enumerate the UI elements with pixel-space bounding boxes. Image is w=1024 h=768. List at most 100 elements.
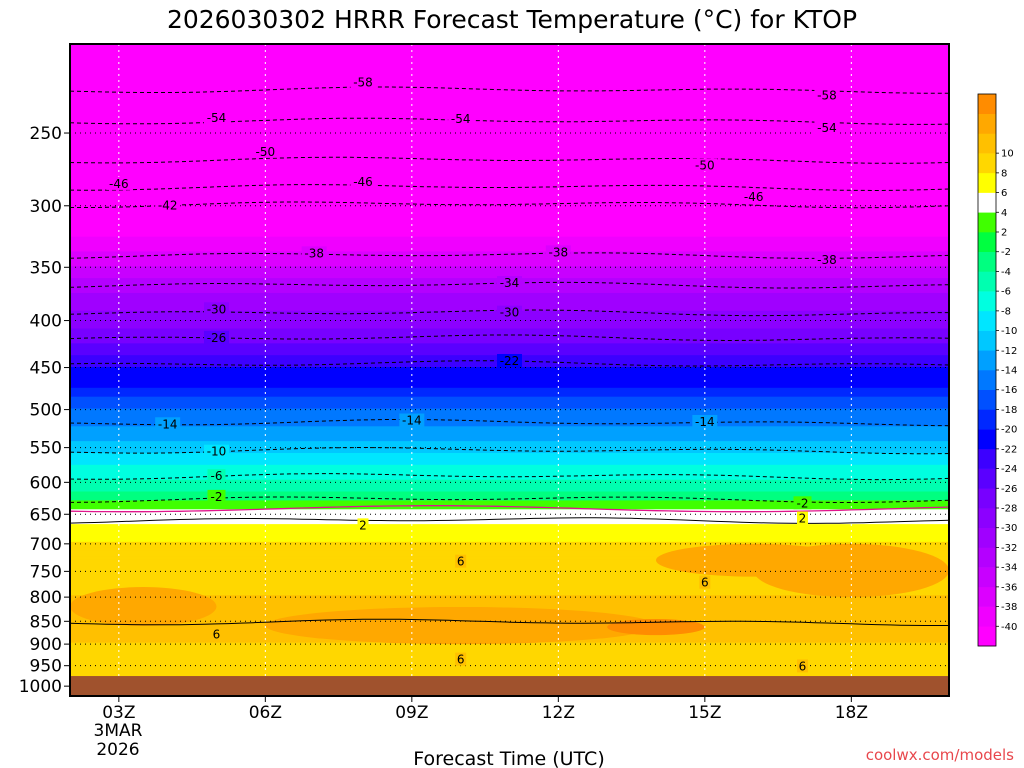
temperature-band — [70, 479, 949, 484]
temperature-band — [70, 375, 949, 380]
contour-label-bg — [692, 158, 718, 172]
contour-label: 6 — [457, 555, 465, 569]
temperature-band — [70, 52, 949, 57]
temperature-band — [70, 233, 949, 238]
temperature-band — [70, 589, 949, 593]
colorbar-label: -6 — [1001, 287, 1011, 298]
temperature-band — [70, 295, 949, 300]
temperature-band — [70, 168, 949, 173]
contour-label: 6 — [213, 627, 221, 641]
contour-label-bg — [350, 75, 376, 89]
temperature-band — [70, 346, 949, 350]
temperature-band — [70, 452, 949, 457]
contour-label: -46 — [109, 177, 129, 191]
warm-pocket — [656, 543, 852, 577]
contour-label: 6 — [799, 659, 807, 673]
colorbar-swatch — [978, 370, 996, 391]
contour-label: 6 — [701, 576, 709, 590]
x-date-label-year: 2026 — [96, 740, 139, 760]
temperature-band — [70, 405, 949, 410]
temperature-band — [70, 556, 949, 561]
temperature-band — [70, 186, 949, 190]
y-tick-label: 400 — [30, 312, 62, 332]
temperature-band — [70, 672, 949, 676]
contour-labels: -58 -58 -54 -54 -54 -50 -50 -46 -46 -46 -42 -38 -38 -… — [106, 75, 840, 673]
temperature-band — [70, 488, 949, 493]
contour-label: -38 — [549, 245, 569, 259]
credit-text: coolwx.com/models — [866, 746, 1014, 764]
temperature-band — [70, 221, 949, 226]
temperature-band — [70, 272, 949, 276]
temperature-band — [70, 645, 949, 650]
temperature-band — [70, 497, 949, 501]
contour-label: 2 — [799, 512, 807, 526]
temperature-band — [70, 530, 949, 534]
temperature-band — [70, 189, 949, 193]
temperature-band — [70, 183, 949, 187]
freezing-line — [70, 505, 949, 513]
temperature-band — [70, 372, 949, 377]
temperature-band — [70, 301, 949, 306]
temperature-band — [70, 515, 949, 519]
contour-label-bg — [252, 144, 278, 158]
colorbar-label: 8 — [1001, 168, 1007, 179]
temperature-band — [70, 601, 949, 605]
temperature-band — [70, 559, 949, 564]
contour-label-bg — [207, 489, 226, 503]
temperature-band — [70, 461, 949, 466]
temperature-band — [70, 85, 949, 90]
temperature-band — [70, 538, 949, 543]
y-tick-label: 950 — [30, 657, 62, 677]
temperature-band — [70, 212, 949, 217]
colorbar-label: -38 — [1001, 602, 1017, 613]
temperature-band — [70, 450, 949, 454]
colorbar-swatch — [978, 586, 996, 607]
colorbar-label: -12 — [1001, 346, 1017, 357]
colorbar-swatch — [978, 330, 996, 351]
temperature-band — [70, 455, 949, 460]
colorbar-swatch — [978, 113, 996, 134]
x-axis: 03Z 06Z 09Z 12Z 15Z 18Z — [102, 696, 868, 723]
contour-label-bg — [814, 252, 840, 266]
colorbar-label: 4 — [1001, 208, 1007, 219]
colorbar-swatch — [978, 626, 996, 647]
contour-label: -46 — [353, 175, 373, 189]
contour-label-bg — [797, 511, 808, 525]
temperature-band — [70, 248, 949, 253]
temperature-band — [70, 565, 949, 570]
temperature-band — [70, 171, 949, 175]
temperature-band — [70, 378, 949, 383]
temperature-band — [70, 518, 949, 522]
colorbar-swatch — [978, 172, 996, 193]
colorbar-label: 10 — [1001, 149, 1014, 160]
temperature-band — [70, 319, 949, 324]
y-tick-label: 800 — [30, 588, 62, 608]
temperature-band — [70, 337, 949, 341]
temperature-band — [70, 292, 949, 297]
colorbar-label: -30 — [1001, 523, 1017, 534]
contour-label-bg — [155, 417, 181, 431]
temperature-band — [70, 509, 949, 513]
colorbar-label: -14 — [1001, 366, 1017, 377]
temperature-band — [70, 541, 949, 546]
chart-title: 2026030302 HRRR Forecast Temperature (°C… — [167, 5, 857, 34]
temperature-band — [70, 132, 949, 137]
colorbar-label: -8 — [1001, 306, 1011, 317]
temperature-band — [70, 592, 949, 596]
temperature-band — [70, 467, 949, 472]
temperature-band — [70, 381, 949, 386]
contour-label: 2 — [359, 518, 367, 532]
colorbar: -40-38-36-34-32-30-28-26-24-22-20-18-16-… — [977, 93, 1017, 647]
temperature-band — [70, 598, 949, 602]
temperature-band — [70, 651, 949, 656]
temperature-band — [70, 198, 949, 202]
temperature-band — [70, 367, 949, 371]
contour-label-bg — [692, 414, 718, 428]
temperature-band — [70, 103, 949, 107]
contour-label: -14 — [402, 414, 422, 428]
temperature-band — [70, 370, 949, 374]
temperature-band — [70, 393, 949, 398]
colorbar-swatch — [978, 547, 996, 568]
x-tick-label: 18Z — [835, 703, 868, 723]
colorbar-label: -40 — [1001, 622, 1017, 633]
